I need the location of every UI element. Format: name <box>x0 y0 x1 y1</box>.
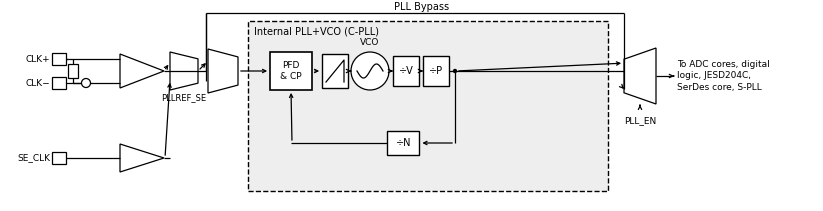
Bar <box>248 21 608 191</box>
Bar <box>52 152 66 164</box>
Circle shape <box>81 78 91 88</box>
Bar <box>68 64 78 78</box>
Bar <box>52 77 66 89</box>
Polygon shape <box>170 52 198 90</box>
Text: Internal PLL+VCO (C-PLL): Internal PLL+VCO (C-PLL) <box>254 27 379 37</box>
Text: PLLREF_SE: PLLREF_SE <box>161 93 207 102</box>
Bar <box>423 56 449 86</box>
Bar <box>388 131 420 155</box>
Circle shape <box>453 69 457 73</box>
Text: CLK−: CLK− <box>26 78 50 88</box>
Polygon shape <box>208 49 238 93</box>
Text: SE_CLK: SE_CLK <box>17 153 50 162</box>
Bar <box>393 56 419 86</box>
Text: CLK+: CLK+ <box>26 54 50 64</box>
Bar <box>322 54 348 88</box>
Text: ÷N: ÷N <box>396 138 412 148</box>
Circle shape <box>351 52 389 90</box>
Text: PLL_EN: PLL_EN <box>624 116 656 125</box>
Text: PFD
& CP: PFD & CP <box>280 61 302 81</box>
Text: ÷P: ÷P <box>429 66 443 76</box>
Bar <box>270 52 312 90</box>
Text: VCO: VCO <box>360 38 379 47</box>
Text: To ADC cores, digital
logic, JESD204C,
SerDes core, S-PLL: To ADC cores, digital logic, JESD204C, S… <box>677 60 770 92</box>
Polygon shape <box>120 54 164 88</box>
Bar <box>52 53 66 65</box>
Polygon shape <box>120 144 164 172</box>
Text: PLL Bypass: PLL Bypass <box>394 2 449 12</box>
Polygon shape <box>624 48 656 104</box>
Text: ÷V: ÷V <box>398 66 413 76</box>
